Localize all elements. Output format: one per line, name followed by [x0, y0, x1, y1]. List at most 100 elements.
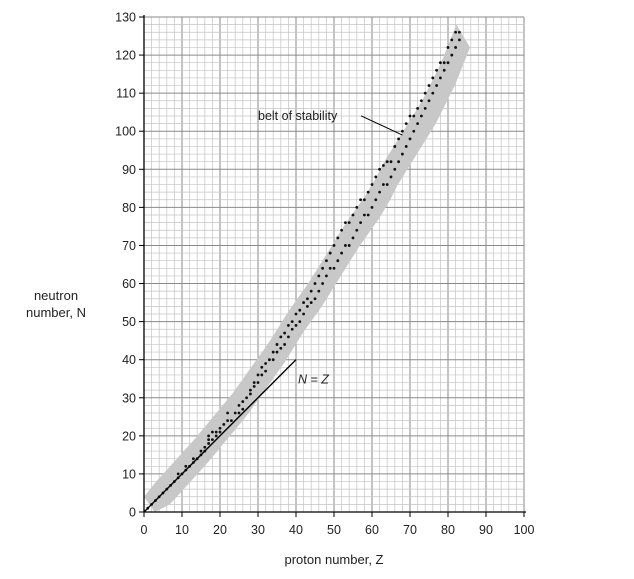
nuclide-point: [420, 114, 423, 118]
nuclide-point: [260, 373, 264, 377]
nuclide-point: [218, 426, 222, 430]
nuclide-point: [397, 137, 400, 141]
y-tick-label: 80: [122, 201, 136, 215]
nuclide-point: [423, 91, 427, 95]
nuclide-point: [355, 205, 359, 209]
nuclide-point: [256, 373, 260, 377]
nuclide-point: [446, 61, 450, 65]
y-tick-label: 90: [122, 163, 136, 177]
nuclide-point: [237, 411, 241, 415]
nuclide-point: [230, 419, 233, 423]
nuclide-point: [355, 228, 359, 232]
nuclide-point: [412, 114, 416, 118]
nuclide-point: [256, 381, 260, 384]
nuclide-point: [366, 190, 370, 194]
nuclide-point: [275, 343, 279, 346]
nuclide-point: [442, 61, 446, 65]
nuclide-point: [454, 46, 457, 49]
nuclide-point: [435, 68, 438, 72]
nuclide-point: [431, 76, 435, 80]
nuclide-point: [370, 205, 374, 209]
nuclide-point: [408, 137, 412, 141]
nuclide-point: [336, 236, 340, 240]
nuclide-point: [249, 388, 252, 392]
nuclide-point: [332, 266, 336, 270]
nuclide-point: [218, 430, 222, 434]
nuclide-point: [313, 297, 317, 301]
nuclide-point: [283, 343, 286, 346]
nuclide-point: [363, 213, 366, 217]
nuclide-point: [214, 430, 218, 434]
nuclide-point: [450, 53, 454, 57]
nuclide-point: [264, 362, 267, 365]
nuclide-point: [359, 221, 362, 225]
nuclide-point: [325, 259, 328, 263]
x-tick-label: 50: [327, 523, 341, 537]
x-tick-label: 10: [175, 523, 189, 537]
y-axis-label-line1: neutron: [33, 288, 79, 303]
nuclide-point: [290, 327, 294, 331]
nuclide-point: [442, 68, 446, 72]
nuclide-point: [298, 320, 302, 324]
nuclide-point: [287, 324, 290, 327]
x-tick-label: 20: [213, 523, 227, 537]
nuclide-point: [404, 145, 408, 148]
y-tick-label: 50: [122, 315, 136, 329]
nuclide-point: [214, 434, 218, 438]
nuclide-point: [401, 152, 404, 156]
nuclide-point: [241, 407, 245, 411]
nuclide-point: [207, 442, 211, 445]
nuclide-point: [226, 411, 230, 415]
y-axis-label: neutron number, N: [14, 287, 98, 321]
nuclide-point: [427, 84, 431, 87]
nuclide-point: [252, 384, 256, 388]
nuclide-point: [207, 438, 211, 442]
tick-labels: 0 10 20 30 40 50 60 70 80 90 100 0 10 20 30 40 50 60 70 80 9…: [115, 11, 534, 538]
nuclide-point: [385, 183, 389, 186]
nuclide-point: [222, 423, 226, 426]
nuclide-point: [249, 392, 252, 396]
nuclide-point: [260, 365, 264, 369]
nuclide-point: [226, 419, 230, 423]
nuclide-point: [207, 434, 211, 438]
nuclide-point: [275, 350, 279, 354]
x-tick-label: 40: [289, 523, 303, 537]
nuclide-point: [271, 350, 275, 354]
nuclide-point: [344, 221, 347, 225]
nuclide-point: [336, 259, 340, 263]
y-tick-label: 0: [129, 506, 136, 520]
x-tick-label: 0: [141, 523, 148, 537]
nuclide-point: [374, 198, 378, 202]
nuclide-point: [435, 84, 438, 87]
nuclide-point: [420, 99, 423, 103]
nuclide-point: [431, 91, 435, 95]
nuclide-point: [351, 213, 355, 217]
nuclide-point: [283, 331, 286, 335]
nuclide-point: [439, 76, 442, 80]
nuclide-point: [332, 244, 336, 247]
nuclide-point: [203, 445, 207, 449]
nuclide-point: [404, 122, 408, 126]
nuclide-point: [408, 114, 412, 118]
x-tick-label: 70: [403, 523, 417, 537]
y-tick-label: 30: [122, 391, 136, 405]
nuclide-point: [325, 274, 328, 278]
x-tick-label: 60: [365, 523, 379, 537]
axes: [143, 15, 526, 513]
nuclide-point: [321, 266, 324, 270]
nuclide-point: [306, 297, 309, 301]
nuclide-point: [347, 221, 351, 225]
belt-of-stability-band: [144, 24, 471, 512]
nuclide-point: [252, 381, 256, 384]
nuclide-point: [340, 228, 343, 232]
nuclide-point: [302, 301, 305, 304]
nuclide-point: [389, 175, 393, 179]
nuclide-point: [199, 449, 203, 453]
nuclide-point: [328, 251, 332, 255]
nuclide-point: [328, 266, 332, 270]
nuclide-point: [382, 183, 385, 186]
nuclide-point: [366, 213, 370, 217]
nuclide-point: [241, 400, 245, 403]
nuclide-point: [397, 160, 400, 164]
x-axis-label: proton number, Z: [284, 552, 384, 567]
